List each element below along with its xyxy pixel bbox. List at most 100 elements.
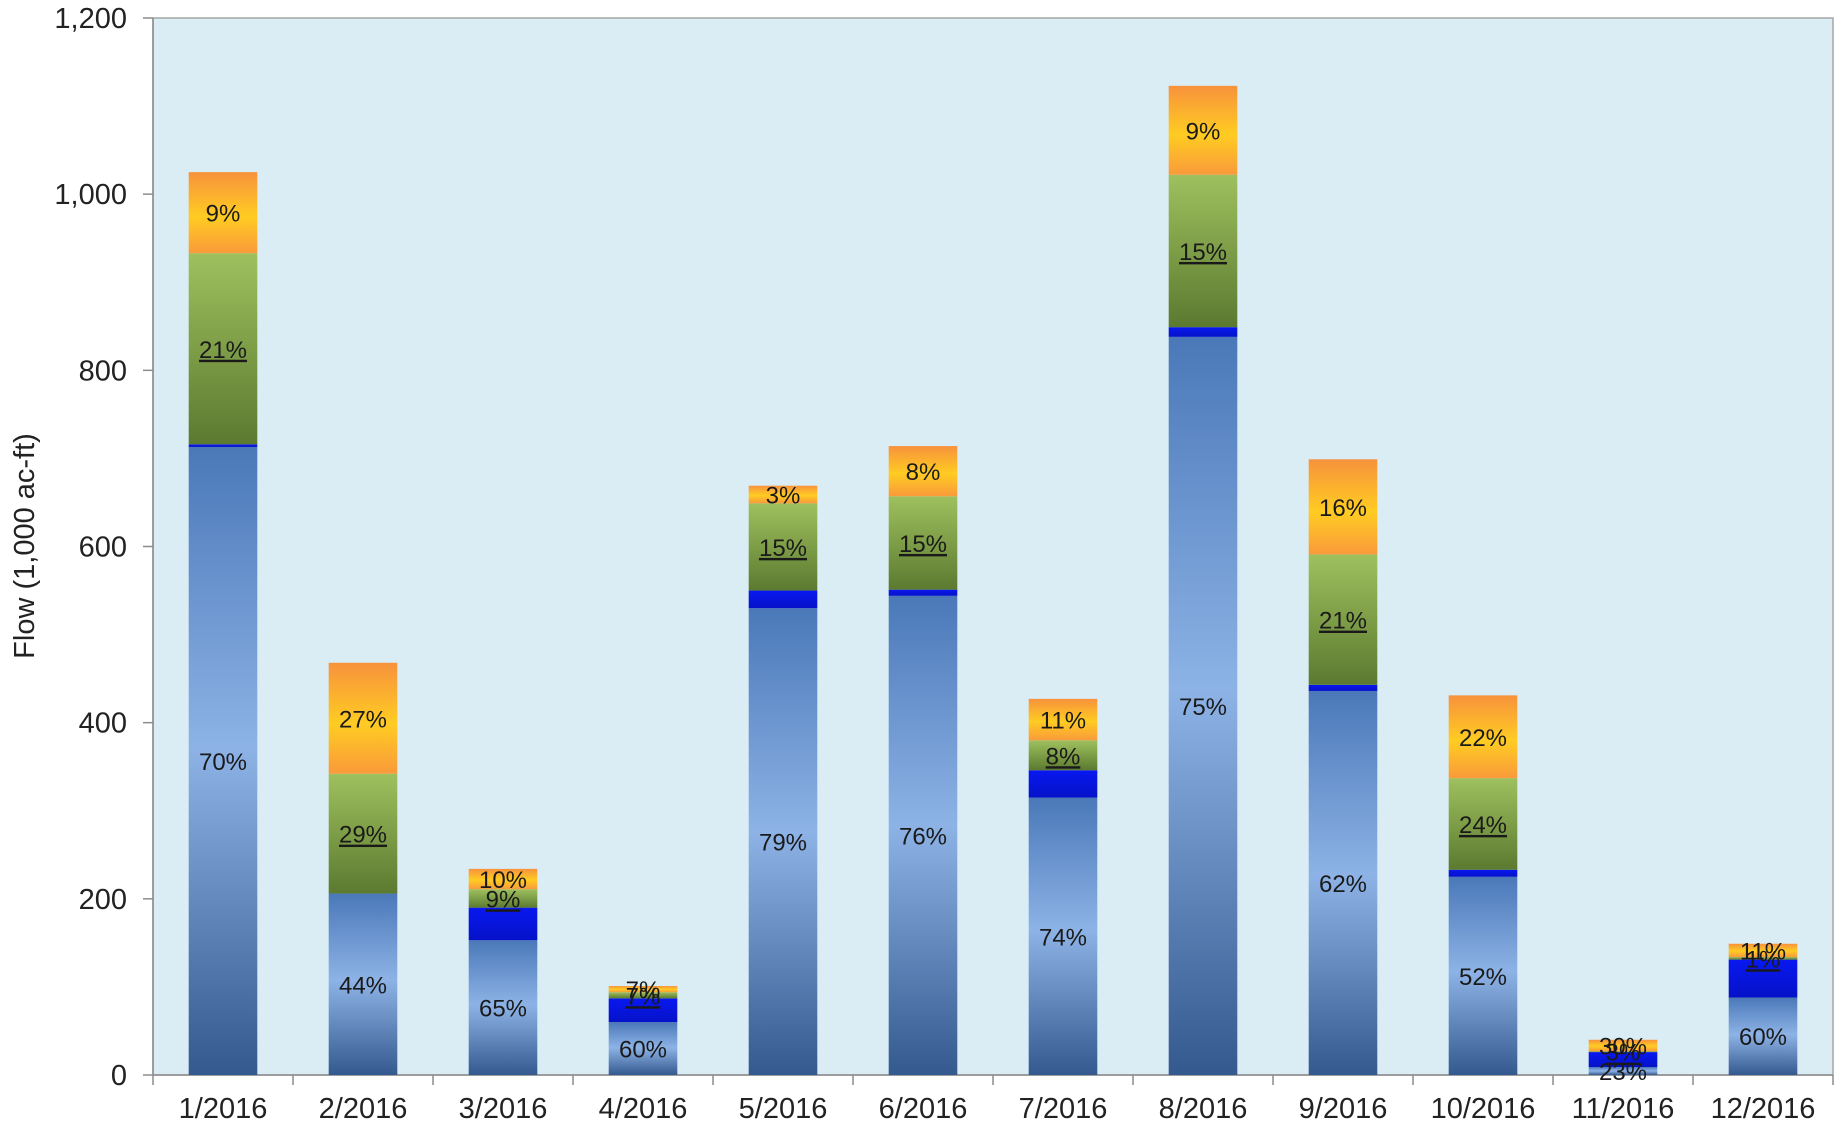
bar-segment: [1588, 1052, 1658, 1068]
bar-segment: [1168, 174, 1238, 328]
bar-segment: [188, 444, 258, 447]
data-label: 30%: [1599, 1033, 1647, 1060]
bar-segment: [1308, 554, 1378, 685]
bar-segment: [748, 503, 818, 591]
bar-segment: [328, 893, 398, 1075]
bar-segment: [888, 496, 958, 590]
bars: [188, 85, 1798, 1075]
data-label: 29%: [339, 822, 387, 849]
data-label: 76%: [899, 823, 947, 850]
data-label: 8%: [1046, 743, 1081, 770]
data-label: 3%: [766, 483, 801, 510]
x-tick-label: 12/2016: [1711, 1093, 1816, 1125]
data-label: 9%: [486, 886, 521, 913]
data-label: 15%: [759, 535, 807, 562]
x-tick-label: 3/2016: [459, 1093, 548, 1125]
data-label: 11%: [1040, 708, 1086, 735]
y-tick-label: 0: [111, 1060, 127, 1092]
data-label: 65%: [479, 996, 527, 1023]
bar-segment: [888, 446, 958, 497]
bar-segment: [1728, 959, 1798, 998]
data-label: 22%: [1459, 725, 1507, 752]
data-label: 1%: [1746, 946, 1781, 973]
x-tick-label: 8/2016: [1159, 1093, 1248, 1125]
bar-segment: [1448, 778, 1518, 870]
data-label: 9%: [206, 201, 241, 228]
bar-segment: [608, 986, 678, 993]
data-label: 16%: [1319, 495, 1367, 522]
x-tick-label: 2/2016: [319, 1093, 408, 1125]
bar-segment: [1588, 1039, 1658, 1052]
bar-segment: [1308, 684, 1378, 691]
y-tick-label: 400: [79, 708, 127, 740]
x-tick-label: 1/2016: [179, 1093, 268, 1125]
data-label: 70%: [199, 749, 247, 776]
data-label: 10%: [479, 867, 527, 894]
bar-segment: [1728, 997, 1798, 1075]
y-tick-label: 1,000: [54, 179, 127, 211]
data-label: 27%: [339, 706, 387, 733]
bar-segment: [748, 485, 818, 504]
bar-segment: [1168, 336, 1238, 1075]
bar-segment: [1308, 459, 1378, 555]
data-label: 74%: [1039, 924, 1087, 951]
bar-segment: [1028, 740, 1098, 771]
bar-segment: [188, 446, 258, 1075]
y-tick-label: 200: [79, 884, 127, 916]
data-label: 15%: [1179, 239, 1227, 266]
bar-segment: [188, 172, 258, 254]
bar-segment: [1168, 327, 1238, 337]
data-label: 21%: [1319, 608, 1367, 635]
bar-segment: [748, 590, 818, 609]
bar-segment: [188, 253, 258, 445]
bar-segment: [468, 907, 538, 941]
data-label: 44%: [339, 972, 387, 999]
bar-segment: [1308, 690, 1378, 1075]
plot-area: [152, 17, 1834, 1076]
bar-segment: [1588, 1051, 1658, 1053]
data-label: 24%: [1459, 812, 1507, 839]
data-label: 79%: [759, 830, 807, 857]
bar-segment: [468, 889, 538, 908]
data-label: 7%: [626, 983, 661, 1010]
x-tick-label: 5/2016: [739, 1093, 828, 1125]
bar-segment: [1588, 1067, 1658, 1075]
bar-segment: [608, 1022, 678, 1075]
bar-segment: [608, 998, 678, 1023]
y-tick-label: 1,200: [54, 3, 127, 35]
data-label: 11%: [1740, 938, 1786, 965]
x-tick-label: 7/2016: [1019, 1093, 1108, 1125]
data-label: 7%: [626, 977, 661, 1004]
bar-segment: [328, 773, 398, 894]
data-label: 3%: [1606, 1040, 1641, 1067]
bar-segment: [888, 595, 958, 1075]
bar-segment: [748, 608, 818, 1075]
data-label: 23%: [1599, 1059, 1647, 1086]
y-tick-label: 600: [79, 532, 127, 564]
x-tick-label: 6/2016: [879, 1093, 968, 1125]
bar-segment: [888, 589, 958, 596]
x-tick-label: 11/2016: [1572, 1093, 1675, 1125]
bar-segment: [1168, 85, 1238, 175]
data-label: 9%: [1186, 118, 1221, 145]
data-label: 60%: [619, 1037, 667, 1064]
bar-segment: [608, 992, 678, 999]
bar-segment: [1728, 956, 1798, 960]
bar-segment: [1728, 943, 1798, 957]
x-tick-label: 9/2016: [1299, 1093, 1388, 1125]
bar-segment: [1028, 770, 1098, 798]
bar-segment: [1028, 797, 1098, 1075]
bar-segment: [328, 662, 398, 774]
data-label: 15%: [899, 531, 947, 558]
data-label: 21%: [199, 337, 247, 364]
bar-segment: [1448, 876, 1518, 1075]
bar-segment: [1448, 695, 1518, 779]
data-label: 52%: [1459, 964, 1507, 991]
x-tick-label: 4/2016: [599, 1093, 688, 1125]
x-tick-label: 10/2016: [1431, 1093, 1536, 1125]
data-label: 8%: [906, 459, 941, 486]
bar-segment: [468, 940, 538, 1075]
y-tick-label: 800: [79, 355, 127, 387]
bar-labels: 70%21%9%44%29%27%65%9%10%60%7%7%79%15%3%…: [199, 118, 1787, 1086]
